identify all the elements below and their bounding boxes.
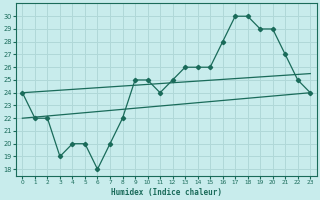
X-axis label: Humidex (Indice chaleur): Humidex (Indice chaleur) xyxy=(111,188,222,197)
